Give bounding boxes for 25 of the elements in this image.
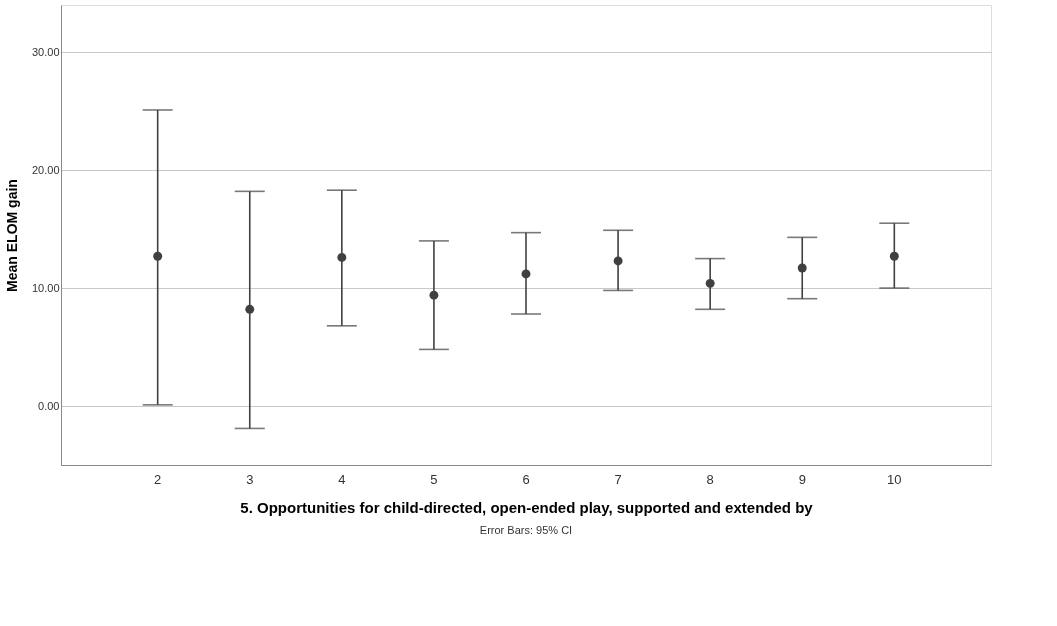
y-axis-title: Mean ELOM gain bbox=[3, 179, 20, 292]
x-tick-label: 5 bbox=[430, 471, 438, 487]
y-tick-label: 30.00 bbox=[31, 45, 60, 58]
x-tick-label: 10 bbox=[887, 471, 902, 487]
text: Error Bars: 95% CI bbox=[479, 524, 573, 536]
point bbox=[705, 278, 715, 288]
point bbox=[153, 251, 163, 261]
point bbox=[521, 269, 531, 279]
x-tick-label: 8 bbox=[706, 471, 714, 487]
x-tick-label: 6 bbox=[522, 471, 530, 487]
x-tick-label: 2 bbox=[154, 471, 162, 487]
point bbox=[889, 251, 899, 261]
y-tick-label: 10.00 bbox=[31, 281, 60, 294]
point bbox=[613, 256, 623, 266]
point bbox=[245, 304, 255, 314]
point bbox=[429, 290, 439, 300]
y-tick-label: 20.00 bbox=[31, 163, 60, 176]
point bbox=[797, 263, 807, 273]
x-axis-title: 5. Opportunities for child-directed, open-ended play, supported and extended by bbox=[240, 498, 814, 516]
x-tick-label: 3 bbox=[246, 471, 254, 487]
x-tick-label: 9 bbox=[798, 471, 806, 487]
x-tick-label: 4 bbox=[338, 471, 346, 487]
point bbox=[337, 252, 347, 262]
x-tick-label: 7 bbox=[614, 471, 622, 487]
y-tick-label: 0.00 bbox=[38, 399, 60, 412]
